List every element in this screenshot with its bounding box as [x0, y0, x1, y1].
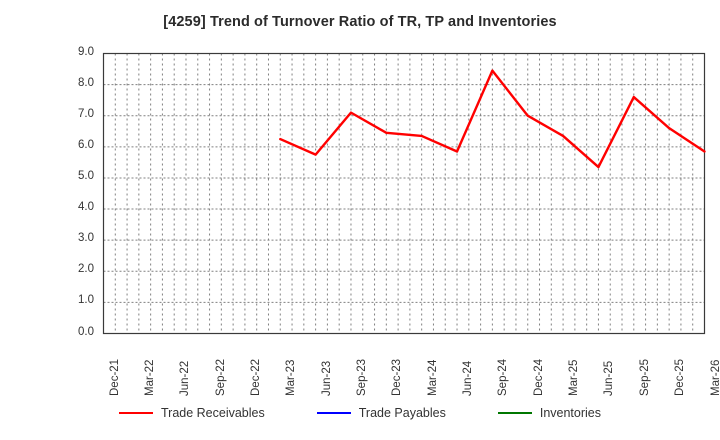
- x-axis-tick-label: Mar-22: [143, 359, 156, 396]
- legend-color-swatch: [316, 412, 351, 414]
- chart-title: [4259] Trend of Turnover Ratio of TR, TP…: [163, 14, 557, 30]
- y-axis-tick-label: 0.0: [78, 325, 94, 338]
- x-axis-tick-label: Sep-25: [638, 358, 651, 396]
- y-axis-tick-label: 9.0: [78, 45, 94, 58]
- legend-color-swatch: [118, 412, 153, 414]
- plot-border: [102, 52, 706, 335]
- y-axis-tick-label: 7.0: [78, 107, 94, 120]
- x-axis-tick-label: Dec-22: [249, 358, 262, 396]
- x-axis-tick-label: Mar-24: [426, 359, 439, 396]
- x-axis-tick-label: Jun-22: [179, 360, 192, 396]
- x-axis-tick-label: Sep-22: [214, 358, 227, 396]
- x-axis-tick-label: Jun-25: [603, 360, 616, 396]
- x-axis-tick-label: Dec-23: [391, 358, 404, 396]
- x-axis-tick-label: Sep-24: [497, 358, 510, 396]
- x-axis-tick-label: Jun-23: [320, 360, 333, 396]
- x-axis-tick-label: Dec-24: [532, 358, 545, 396]
- legend-color-swatch: [497, 412, 532, 414]
- y-axis-tick-label: 2.0: [78, 263, 94, 276]
- y-axis-tick-label: 5.0: [78, 169, 94, 182]
- x-axis-tick-label: Jun-24: [462, 360, 475, 396]
- legend-item[interactable]: Trade Receivables: [118, 406, 265, 420]
- y-axis-tick-label: 8.0: [78, 76, 94, 89]
- x-axis-tick-label: Mar-25: [568, 359, 581, 396]
- series-line-trade-receivables: [279, 69, 706, 169]
- legend-item[interactable]: Inventories: [497, 406, 601, 420]
- legend-label: Trade Payables: [358, 406, 446, 420]
- grid-lines: [103, 53, 705, 334]
- x-axis-tick-label: Dec-25: [674, 358, 687, 396]
- legend-item[interactable]: Trade Payables: [316, 406, 446, 420]
- x-axis-tick-label: Mar-26: [709, 359, 720, 396]
- y-axis-tick-label: 1.0: [78, 294, 94, 307]
- y-axis-tick-label: 6.0: [78, 138, 94, 151]
- y-axis-tick-label: 4.0: [78, 201, 94, 214]
- y-axis-tick-label: 3.0: [78, 232, 94, 245]
- chart-legend: Trade Receivables Trade Payables Inventori…: [0, 406, 720, 420]
- x-axis-tick-label: Mar-23: [285, 359, 298, 396]
- x-axis-tick-label: Sep-23: [355, 358, 368, 396]
- data-series-layer: [279, 69, 706, 169]
- legend-label: Inventories: [539, 406, 601, 420]
- x-axis-tick-label: Dec-21: [108, 358, 121, 396]
- legend-label: Trade Receivables: [160, 406, 265, 420]
